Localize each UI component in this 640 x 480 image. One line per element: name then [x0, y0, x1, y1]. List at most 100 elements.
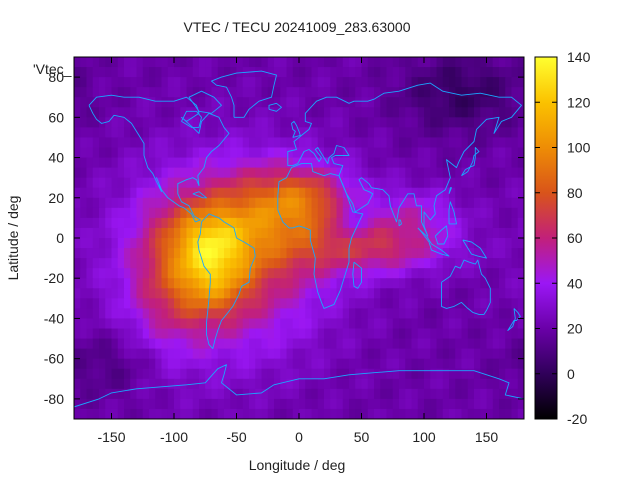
heatmap-cell [349, 308, 356, 320]
heatmap-cell [280, 328, 288, 340]
heatmap-cell [161, 127, 169, 139]
heatmap-cell [167, 187, 175, 199]
heatmap-cell [86, 288, 94, 299]
heatmap-cell [111, 77, 119, 88]
heatmap-cell [286, 328, 294, 340]
heatmap-cell [249, 147, 256, 159]
heatmap-cell [492, 207, 500, 219]
heatmap-cell [336, 288, 344, 299]
heatmap-cell [311, 398, 319, 410]
heatmap-cell [192, 278, 200, 289]
heatmap-cell [405, 378, 413, 390]
heatmap-cell [199, 358, 206, 370]
heatmap-cell [374, 87, 381, 98]
heatmap-cell [455, 177, 463, 189]
heatmap-cell [461, 157, 469, 169]
heatmap-cell [155, 187, 163, 199]
heatmap-cell [261, 328, 269, 340]
heatmap-cell [324, 398, 331, 410]
heatmap-cell [261, 187, 269, 199]
heatmap-cell [436, 328, 444, 340]
heatmap-cell [74, 238, 81, 249]
heatmap-cell [180, 77, 188, 88]
heatmap-cell [224, 408, 231, 419]
heatmap-cell [255, 308, 263, 320]
y-tick-label: -60 [44, 351, 64, 367]
heatmap-cell [355, 298, 363, 309]
heatmap-cell [224, 77, 231, 88]
heatmap-cell [267, 338, 275, 350]
heatmap-cell [324, 338, 331, 350]
heatmap-cell [361, 167, 369, 179]
heatmap-cell [155, 258, 163, 269]
heatmap-cell [305, 388, 313, 400]
heatmap-cell [180, 207, 188, 219]
heatmap-cell [349, 408, 356, 419]
heatmap-cell [199, 268, 206, 279]
heatmap-cell [92, 248, 100, 259]
heatmap-cell [399, 127, 406, 139]
heatmap-cell [430, 77, 438, 88]
heatmap-cell [236, 398, 244, 410]
heatmap-cell [261, 298, 269, 309]
heatmap-cell [374, 258, 381, 269]
heatmap-cell [199, 157, 206, 169]
heatmap-cell [324, 147, 331, 159]
heatmap-cell [186, 358, 194, 370]
heatmap-cell [211, 238, 219, 249]
heatmap-cell [236, 77, 244, 88]
heatmap-cell [92, 117, 100, 128]
heatmap-cell [492, 197, 500, 209]
heatmap-cell [511, 187, 519, 199]
heatmap-cell [342, 298, 350, 309]
heatmap-cell [299, 238, 306, 249]
heatmap-cell [274, 207, 281, 219]
heatmap-cell [449, 348, 456, 360]
heatmap-cell [292, 248, 300, 259]
heatmap-cell [230, 87, 238, 98]
heatmap-cell [230, 328, 238, 340]
heatmap-cell [286, 368, 294, 380]
heatmap-cell [455, 328, 463, 340]
heatmap-cell [511, 97, 519, 108]
x-tick-label: -50 [226, 429, 246, 445]
heatmap-cell [230, 97, 238, 108]
heatmap-cell [267, 197, 275, 209]
heatmap-cell [299, 338, 306, 350]
heatmap-cell [117, 298, 125, 309]
heatmap-cell [449, 127, 456, 139]
heatmap-cell [230, 278, 238, 289]
heatmap-cell [161, 207, 169, 219]
heatmap-cell [361, 127, 369, 139]
heatmap-cell [299, 358, 306, 370]
heatmap-cell [461, 358, 469, 370]
heatmap-cell [455, 87, 463, 98]
heatmap-cell [374, 127, 381, 139]
heatmap-cell [436, 127, 444, 139]
heatmap-cell [299, 217, 306, 229]
heatmap-cell [92, 268, 100, 279]
heatmap-cell [286, 378, 294, 390]
heatmap-cell [211, 157, 219, 169]
heatmap-cell [142, 398, 150, 410]
heatmap-cell [380, 97, 388, 108]
heatmap-cell [161, 278, 169, 289]
heatmap-cell [217, 97, 225, 108]
heatmap-cell [99, 268, 106, 279]
heatmap-cell [505, 358, 513, 370]
heatmap-cell [224, 67, 231, 78]
heatmap-cell [361, 388, 369, 400]
heatmap-cell [92, 97, 100, 108]
heatmap-cell [136, 248, 144, 259]
heatmap-cell [367, 328, 375, 340]
heatmap-cell [155, 278, 163, 289]
heatmap-cell [480, 107, 488, 118]
heatmap-cell [349, 368, 356, 380]
heatmap-cell [217, 268, 225, 279]
heatmap-cell [167, 398, 175, 410]
heatmap-cell [111, 248, 119, 259]
heatmap-cell [255, 207, 263, 219]
heatmap-cell [411, 388, 419, 400]
heatmap-cell [305, 227, 313, 239]
heatmap-cell [424, 117, 431, 128]
